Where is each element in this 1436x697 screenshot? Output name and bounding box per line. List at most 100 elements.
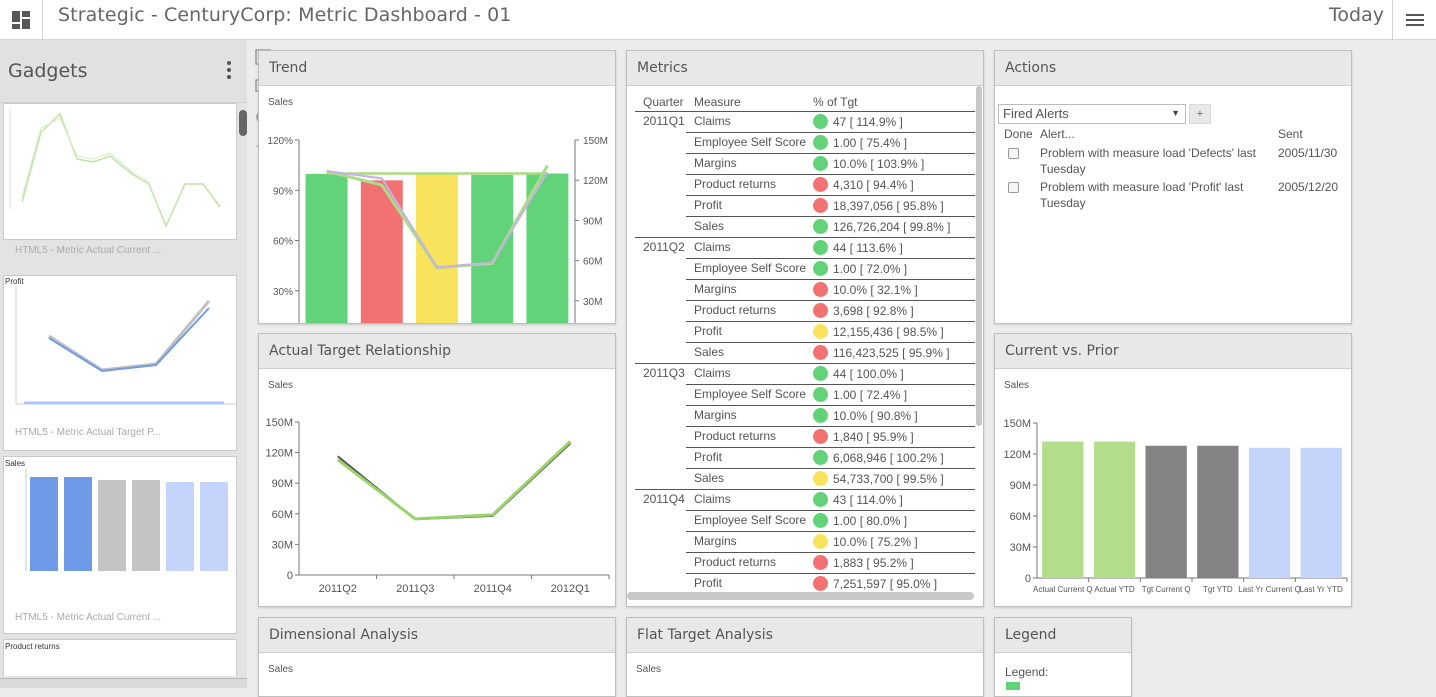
table-row[interactable]: Employee Self Score 1.00 [ 80.0% ] [635, 510, 975, 532]
status-dot-icon [813, 219, 828, 234]
pct-of-target-cell: 43 [ 114.0% ] [813, 492, 903, 507]
gadget-thumbnail[interactable]: HTML5 - Metric Actual Current ... [3, 103, 237, 256]
legend-swatch [1006, 682, 1020, 690]
status-dot-icon [813, 240, 828, 255]
value-text: 18,397,056 [ 95.8% ] [833, 198, 944, 213]
gadget-thumbnail[interactable]: Product returns [3, 639, 237, 676]
row-divider [686, 132, 975, 133]
table-row[interactable]: Sales 126,726,204 [ 99.8% ] [635, 216, 975, 238]
status-dot-icon [813, 534, 828, 549]
alert-done-checkbox[interactable] [1008, 148, 1019, 159]
panel-title: Metrics [627, 51, 983, 86]
sidebar-scrollbar[interactable] [239, 110, 247, 136]
gadget-thumbnail-title: Profit [5, 277, 24, 286]
add-alert-button[interactable]: + [1189, 104, 1211, 124]
table-row[interactable]: Employee Self Score 1.00 [ 72.0% ] [635, 258, 975, 280]
y-tick-label: 150M [265, 417, 293, 429]
row-divider [686, 153, 975, 154]
x-tick-label: 2011Q2 [319, 583, 357, 595]
measure-cell: Product returns [694, 555, 777, 569]
current-vs-prior-chart[interactable]: 0 30M 60M 90M 120M 150M Actual Current Q Actual… [995, 370, 1351, 606]
dashboard-grid-icon[interactable] [0, 0, 43, 40]
measure-cell: Margins [694, 282, 737, 296]
measure-cell: Product returns [694, 303, 777, 317]
series-line [336, 440, 572, 521]
panel-title: Actions [995, 51, 1351, 86]
measure-cell: Sales [694, 345, 725, 359]
table-row[interactable]: 2011Q1 Claims 47 [ 114.9% ] [635, 111, 975, 133]
value-text: 6,068,946 [ 100.2% ] [833, 450, 944, 465]
pct-of-target-cell: 44 [ 100.0% ] [813, 366, 904, 381]
pct-of-target-cell: 4,310 [ 94.4% ] [813, 177, 914, 192]
alert-done-checkbox[interactable] [1008, 182, 1019, 193]
y2-tick-label: 120M [583, 176, 608, 187]
table-row[interactable]: Profit 6,068,946 [ 100.2% ] [635, 447, 975, 469]
row-divider [686, 195, 975, 196]
more-options-icon[interactable] [222, 61, 236, 81]
measure-cell: Profit [694, 450, 723, 464]
table-row[interactable]: Product returns 3,698 [ 92.8% ] [635, 300, 975, 322]
pct-of-target-cell: 126,726,204 [ 99.8% ] [813, 219, 950, 234]
table-row[interactable]: Profit 18,397,056 [ 95.8% ] [635, 195, 975, 217]
value-text: 1.00 [ 72.0% ] [833, 261, 908, 276]
quarter-cell: 2011Q2 [643, 240, 685, 254]
actual-target-chart[interactable]: 0 30M 60M 90M 120M 150M 2011Q2 2011Q3 2011Q4 2012… [259, 370, 615, 606]
measure-cell: Claims [694, 366, 731, 380]
table-row[interactable]: Profit 12,155,436 [ 98.5% ] [635, 321, 975, 343]
gadget-thumbnail[interactable]: Sales HTML5 - Metric Actual Current ... [3, 456, 237, 634]
table-row[interactable]: Employee Self Score 1.00 [ 75.4% ] [635, 132, 975, 154]
gadget-list[interactable]: HTML5 - Metric Actual Current ... Profit… [0, 103, 247, 676]
y-tick-label: 120M [1003, 449, 1031, 461]
alert-text: Problem with measure load 'Defects' last… [1040, 146, 1257, 176]
status-dot-icon [813, 261, 828, 276]
table-row[interactable]: Product returns 1,840 [ 95.9% ] [635, 426, 975, 448]
row-divider [686, 258, 975, 259]
table-row[interactable]: Margins 10.0% [ 32.1% ] [635, 279, 975, 301]
pct-of-target-cell: 10.0% [ 90.8% ] [813, 408, 918, 423]
gadget-thumbnail[interactable]: Profit HTML5 - Metric Actual Target P... [3, 275, 237, 451]
sidebar-header: Gadgets [0, 40, 247, 103]
table-row[interactable]: 2011Q2 Claims 44 [ 113.6% ] [635, 237, 975, 259]
column-header-measure[interactable]: Measure [694, 95, 741, 109]
panel-title: Actual Target Relationship [259, 334, 615, 369]
table-row[interactable]: 2011Q4 Claims 43 [ 114.0% ] [635, 489, 975, 511]
row-divider [686, 174, 975, 175]
pct-of-target-cell: 3,698 [ 92.8% ] [813, 303, 914, 318]
value-text: 1,883 [ 95.2% ] [833, 555, 914, 570]
metrics-vertical-scrollbar[interactable] [976, 86, 982, 426]
column-header-pct-of-tgt[interactable]: % of Tgt [813, 95, 858, 109]
row-divider [635, 489, 975, 490]
table-row[interactable]: Sales 54,733,700 [ 99.5% ] [635, 468, 975, 490]
alerts-filter-dropdown[interactable]: Fired Alerts ▼ [998, 104, 1186, 124]
measure-cell: Employee Self Score [694, 135, 807, 149]
status-dot-icon [813, 114, 828, 129]
table-row[interactable]: 2011Q3 Claims 44 [ 100.0% ] [635, 363, 975, 385]
gadget-thumbnail-chart: Sales [5, 459, 228, 571]
measure-cell: Profit [694, 324, 723, 338]
table-row[interactable]: Profit 7,251,597 [ 95.0% ] [635, 573, 975, 595]
chart-subtitle: Sales [268, 380, 294, 391]
table-row[interactable]: Margins 10.0% [ 90.8% ] [635, 405, 975, 427]
table-row[interactable]: Sales 116,423,525 [ 95.9% ] [635, 342, 975, 364]
bar [305, 173, 348, 323]
table-row[interactable]: Product returns 1,883 [ 95.2% ] [635, 552, 975, 574]
dashboard-title: Strategic - CenturyCorp: Metric Dashboar… [58, 4, 512, 26]
hamburger-menu-icon[interactable] [1392, 0, 1436, 40]
panel-title: Flat Target Analysis [627, 618, 983, 653]
table-row[interactable]: Product returns 4,310 [ 94.4% ] [635, 174, 975, 196]
table-row[interactable]: Employee Self Score 1.00 [ 72.4% ] [635, 384, 975, 406]
pct-of-target-cell: 1.00 [ 80.0% ] [813, 513, 907, 528]
measure-cell: Margins [694, 534, 737, 548]
status-dot-icon [813, 156, 828, 171]
y-tick-label: 90M [272, 478, 293, 490]
column-header-quarter[interactable]: Quarter [643, 95, 684, 109]
table-row[interactable]: Margins 10.0% [ 75.2% ] [635, 531, 975, 553]
status-dot-icon [813, 324, 828, 339]
y2-tick-label: 30M [583, 297, 602, 308]
column-header-alert[interactable]: Alert... [1040, 127, 1075, 141]
x-tick-label: 2011Q4 [474, 583, 512, 595]
table-row[interactable]: Margins 10.0% [ 103.9% ] [635, 153, 975, 175]
metrics-horizontal-scrollbar[interactable] [627, 592, 974, 600]
trend-chart[interactable]: 0%30%60%90%120%030M60M90M120M150M2011Q12… [259, 87, 615, 323]
today-button[interactable]: Today [1329, 4, 1384, 26]
